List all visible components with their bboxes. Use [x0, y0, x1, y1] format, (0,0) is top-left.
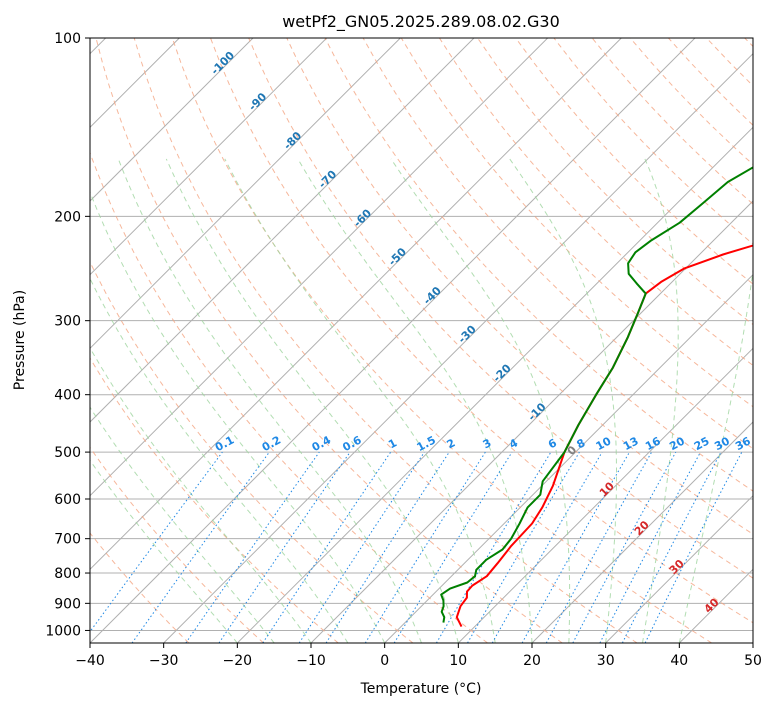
mixing-ratio-line — [298, 451, 425, 643]
isotherm-line — [90, 38, 549, 497]
moist-adiabat-line — [297, 158, 533, 643]
x-tick-label: 0 — [380, 653, 389, 669]
moist-adiabat-line — [509, 158, 617, 643]
isotherm-line — [531, 421, 753, 643]
x-tick-label: 20 — [523, 653, 541, 669]
dewpoint-profile-line — [440, 166, 753, 623]
mixing-ratio-label: 13 — [621, 434, 641, 453]
mixing-ratio-line — [325, 451, 450, 643]
dry-adiabat-line — [171, 38, 712, 643]
dry-adiabat-line — [90, 357, 339, 643]
x-tick-label: 50 — [744, 653, 762, 669]
dry-adiabat-line — [90, 260, 414, 643]
moist-adiabat-line — [678, 266, 753, 643]
x-tick-label: −40 — [75, 653, 105, 669]
mixing-ratio-label: 10 — [594, 434, 614, 453]
y-tick-label: 300 — [54, 314, 81, 330]
y-tick-label: 1000 — [45, 623, 81, 639]
y-tick-label: 900 — [54, 596, 81, 612]
dry-adiabat-line — [133, 38, 638, 643]
moist-adiabat-line — [224, 158, 496, 643]
mixing-ratio-line — [262, 451, 392, 643]
y-tick-label: 500 — [54, 445, 81, 461]
mixing-ratio-label: 36 — [733, 434, 753, 453]
mixing-ratio-label: 20 — [667, 434, 687, 453]
x-tick-label: −20 — [223, 653, 253, 669]
x-tick-label: 30 — [597, 653, 615, 669]
y-tick-label: 200 — [54, 209, 81, 225]
mixing-ratio-line — [90, 451, 223, 633]
mixing-ratio-line — [572, 451, 677, 643]
dry-adiabat-line — [438, 38, 753, 367]
isotherm-line — [457, 347, 753, 643]
mixing-ratio-line — [644, 451, 743, 643]
moist-adiabat-line — [390, 158, 571, 643]
x-tick-label: 40 — [670, 653, 688, 669]
moist-adiabat-line — [90, 346, 312, 643]
moist-adiabat-line — [90, 406, 275, 643]
moist-adiabat-line — [90, 277, 349, 643]
isotherm-line — [90, 38, 254, 202]
background-lines — [90, 38, 753, 643]
mixing-ratio-line — [545, 451, 653, 643]
mixing-ratio-line — [185, 451, 320, 643]
y-axis-ticks: 100 200 300 400 500 600 700 800 900 1000 — [45, 31, 90, 639]
dry-adiabat-line — [90, 446, 264, 643]
dry-adiabat-line — [90, 151, 488, 643]
chart-title: wetPf2_GN05.2025.289.08.02.G30 — [282, 12, 560, 32]
dry-adiabat-line — [95, 38, 563, 643]
mixing-ratio-label: 25 — [692, 434, 712, 453]
isotherm-line — [90, 38, 401, 350]
y-tick-label: 600 — [54, 492, 81, 508]
dry-adiabat-line — [400, 38, 753, 408]
x-tick-label: −30 — [149, 653, 179, 669]
x-axis-label: Temperature (°C) — [360, 681, 482, 697]
mixing-ratio-line — [393, 451, 513, 643]
mixing-ratio-label: 16 — [643, 434, 663, 453]
y-tick-label: 800 — [54, 566, 81, 582]
dry-adiabat-line — [515, 38, 753, 285]
isotherm-line — [90, 38, 622, 571]
dry-adiabat-line — [248, 38, 753, 579]
moist-adiabat-line — [90, 190, 386, 643]
mixing-ratio-label: 30 — [712, 434, 732, 453]
y-axis-label: Pressure (hPa) — [12, 290, 28, 390]
mixing-ratio-line — [218, 451, 351, 643]
dry-adiabat-line — [90, 532, 190, 643]
isotherm-line — [90, 38, 475, 423]
dry-adiabat-line — [210, 38, 753, 624]
moist-adiabat-line — [165, 158, 459, 643]
y-tick-label: 700 — [54, 532, 81, 548]
moist-adiabat-line — [90, 459, 238, 643]
isotherm-line — [163, 52, 753, 643]
moist-adiabat-line — [117, 158, 422, 643]
y-tick-label: 400 — [54, 388, 81, 404]
moist-adiabat-line — [642, 158, 679, 643]
isotherm-line — [90, 38, 328, 276]
dry-adiabat-line — [286, 38, 753, 535]
x-tick-label: 10 — [449, 653, 467, 669]
mixing-ratio-line — [131, 451, 270, 643]
isotherm-line — [236, 126, 753, 643]
x-axis-ticks: −40 −30 −20 −10 0 10 20 30 40 50 — [75, 643, 762, 669]
isotherm-line — [605, 494, 753, 643]
x-tick-label: −10 — [296, 653, 326, 669]
isotherm-line — [384, 273, 753, 643]
profile-lines — [440, 166, 753, 628]
plot-frame — [89, 37, 754, 644]
y-tick-label: 100 — [54, 31, 81, 47]
mixing-ratio-line — [521, 451, 630, 643]
